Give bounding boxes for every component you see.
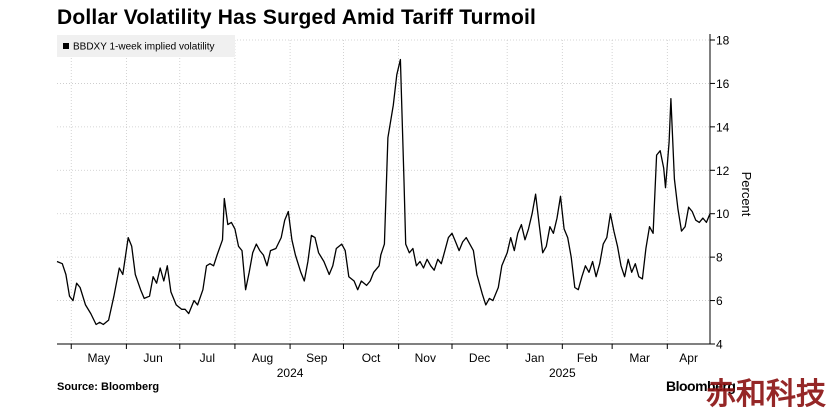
series-line — [56, 58, 711, 326]
x-year-label: 2024 — [277, 366, 304, 380]
legend-box — [57, 35, 235, 57]
x-tick-label: Aug — [252, 351, 273, 365]
x-tick-label: Apr — [679, 351, 698, 365]
y-tick-label: 18 — [716, 34, 730, 48]
watermark-logo: 赤和科技 — [706, 378, 826, 411]
y-tick-label: 4 — [716, 338, 723, 352]
bloomberg-logo: Bloomberg — [666, 378, 736, 394]
x-tick-label: Jan — [525, 351, 544, 365]
x-tick-label: Feb — [577, 351, 598, 365]
legend-swatch — [63, 43, 69, 49]
x-tick-label: May — [87, 351, 110, 365]
y-tick-label: 14 — [716, 120, 730, 134]
x-tick-label: Nov — [415, 351, 436, 365]
x-tick-label: Dec — [469, 351, 490, 365]
y-axis-label: Percent — [739, 172, 754, 217]
y-tick-label: 12 — [716, 164, 730, 178]
y-tick-label: 8 — [716, 251, 723, 265]
source-note: Source: Bloomberg — [57, 381, 160, 393]
x-tick-label: Jul — [200, 351, 215, 365]
y-tick-label: 10 — [716, 207, 730, 221]
x-tick-label: Mar — [629, 351, 650, 365]
y-tick-label: 6 — [716, 294, 723, 308]
axes: 4 6 8 10 12 14 16 18 May Jun Jul Aug Sep Oct Nov Dec Jan… — [57, 34, 730, 380]
y-tick-label: 16 — [716, 77, 730, 91]
x-year-label: 2025 — [549, 366, 576, 380]
x-tick-label: Jun — [143, 351, 162, 365]
legend: BBDXY 1-week implied volatility — [57, 35, 235, 57]
chart-title: Dollar Volatility Has Surged Amid Tariff… — [57, 6, 537, 29]
legend-label: BBDXY 1-week implied volatility — [73, 42, 215, 53]
gridlines — [57, 39, 710, 344]
x-tick-label: Sep — [306, 351, 328, 365]
x-tick-label: Oct — [362, 351, 381, 365]
